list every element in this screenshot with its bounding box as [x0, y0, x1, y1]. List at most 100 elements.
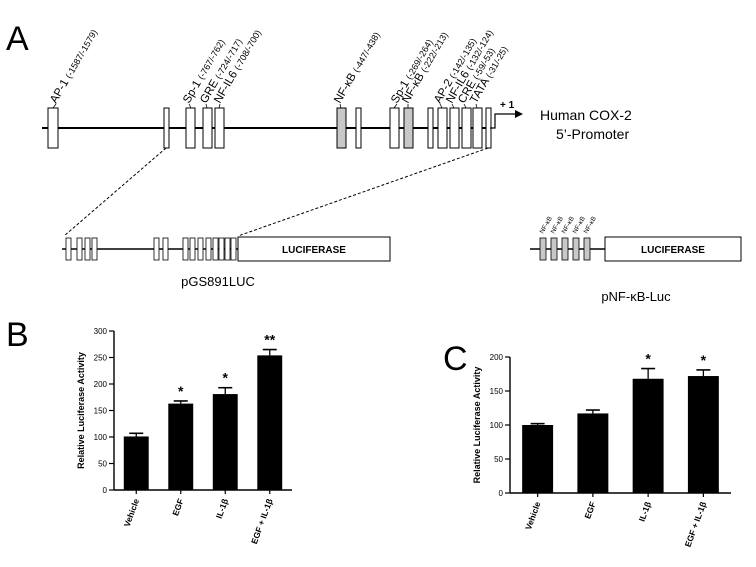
site-leader-line [52, 103, 57, 109]
x-tick-label: EGF [582, 500, 597, 520]
arrow-head-icon [515, 110, 523, 118]
significance-marker: * [645, 351, 651, 367]
significance-marker: * [701, 352, 707, 368]
x-tick-label: Vehicle [122, 497, 142, 528]
construct-element-box [182, 237, 189, 261]
promoter-diagram: AP-1 (-1587/-1579)Sp-1 (-767/-762)GRE (-… [42, 27, 632, 149]
site-leader-line [451, 103, 455, 109]
chart-c: 0 50 100 150 200 Relative Luciferase Activity… [472, 351, 731, 548]
site-leader-line [339, 103, 342, 109]
bar [522, 425, 554, 493]
site-leader-line [463, 103, 467, 109]
bar [123, 436, 149, 490]
panel-label-c: C [443, 340, 468, 378]
site-leader-line [218, 103, 221, 109]
bar [168, 403, 194, 490]
promoter-element-box [427, 107, 434, 149]
construct-element-box [153, 237, 160, 261]
construct-element-box [189, 237, 196, 261]
x-tick-label: IL-1β [637, 500, 653, 523]
promoter-element-box [449, 107, 460, 149]
y-axis-label: Relative Luciferase Activity [76, 352, 86, 469]
significance-marker: * [178, 383, 184, 399]
promoter-element-box [355, 107, 362, 149]
promoter-element-box [163, 107, 170, 149]
promoter-element-box [336, 107, 347, 149]
bar [687, 376, 719, 493]
nfkb-site-box [583, 237, 591, 261]
promoter-title-line1: Human COX-2 [540, 107, 632, 123]
y-tick-label: 0 [499, 489, 504, 498]
construct-element-box [91, 237, 98, 261]
x-tick-label: EGF [170, 497, 185, 517]
y-tick-label: 250 [94, 354, 108, 363]
luciferase-label: LUCIFERASE [282, 245, 346, 256]
promoter-element-box [389, 107, 400, 149]
promoter-title-line2: 5’-Promoter [556, 126, 629, 142]
y-axis-label: Relative Luciferase Activity [472, 367, 482, 484]
y-tick-label: 100 [94, 433, 108, 442]
x-tick-label: EGF + IL-1β [249, 497, 275, 545]
chart-b: 0 50 100 150 200 250 300 Relative Luciferase Ac… [76, 327, 292, 545]
y-tick-label: 200 [94, 380, 108, 389]
expansion-line-right [237, 147, 489, 237]
luciferase-label: LUCIFERASE [641, 245, 705, 256]
start-site-label: + 1 [500, 100, 515, 111]
site-label: NF-κB (-447/-438) [332, 30, 383, 106]
promoter-element-box [437, 107, 448, 149]
site-range: (-447/-438) [351, 30, 382, 74]
construct-pgs891luc: LUCIFERASE pGS891LUC [62, 236, 391, 289]
construct-name: pNF-κB-Luc [601, 289, 671, 304]
panel-label-a: A [6, 20, 29, 58]
construct-element-box [65, 237, 72, 261]
y-tick-label: 0 [103, 486, 108, 495]
panel-label-b: B [6, 316, 29, 354]
luciferase-box [237, 236, 391, 262]
construct-element-box [84, 237, 91, 261]
site-name: NF-κB [332, 69, 360, 106]
construct-element-box [205, 237, 212, 261]
promoter-element-box [472, 107, 483, 149]
y-tick-label: 100 [490, 421, 504, 430]
bar [257, 355, 283, 490]
expansion-line-left [63, 147, 167, 237]
construct-element-box [162, 237, 169, 261]
transcription-start-arrow [490, 113, 515, 129]
bar [632, 378, 664, 493]
significance-marker: * [223, 370, 229, 386]
y-tick-label: 150 [490, 387, 504, 396]
construct-element-box [76, 237, 83, 261]
y-tick-label: 300 [94, 327, 108, 336]
construct-element-box [218, 237, 225, 261]
nfkb-site-box [550, 237, 558, 261]
nfkb-site-box [539, 237, 547, 261]
site-label: AP-1 (-1587/-1579) [48, 27, 100, 105]
significance-marker: ** [264, 332, 275, 348]
site-leader-line [475, 103, 478, 109]
bar [212, 394, 238, 490]
nfkb-site-box [561, 237, 569, 261]
construct-element-box [224, 237, 231, 261]
luciferase-box [604, 236, 742, 262]
site-leader-line [205, 103, 208, 109]
y-tick-label: 200 [490, 353, 504, 362]
y-tick-label: 50 [494, 455, 503, 464]
y-tick-label: 50 [98, 460, 107, 469]
promoter-element-box [202, 107, 213, 149]
promoter-element-box [47, 107, 59, 149]
promoter-element-box [185, 107, 196, 149]
promoter-element-box [214, 107, 225, 149]
site-range: (-1587/-1579) [63, 28, 99, 80]
site-leader-line [439, 103, 443, 109]
construct-element-box [197, 237, 204, 261]
x-tick-label: IL-1β [214, 497, 230, 520]
x-tick-label: Vehicle [523, 500, 543, 531]
site-leader-line [188, 103, 192, 109]
construct-element-box [230, 237, 237, 261]
construct-element-box [212, 237, 219, 261]
construct-name: pGS891LUC [181, 274, 255, 289]
x-tick-label: EGF + IL-1β [683, 500, 709, 548]
promoter-element-box [461, 107, 472, 149]
